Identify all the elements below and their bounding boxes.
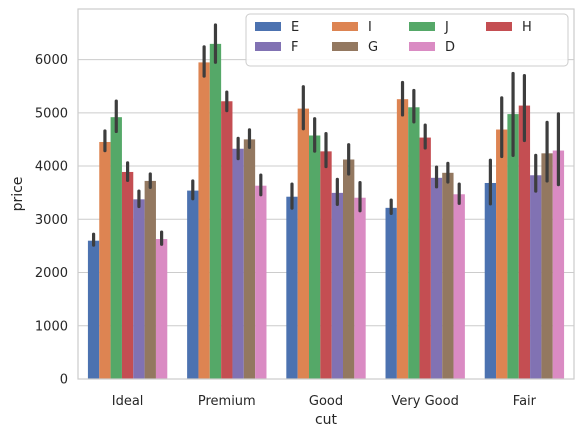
bar	[507, 114, 519, 380]
bar	[133, 199, 145, 379]
legend-label: G	[368, 40, 378, 55]
y-tick-label: 3000	[35, 213, 68, 228]
error-bars	[91, 23, 561, 247]
y-tick-label: 6000	[35, 53, 68, 68]
bar	[99, 141, 111, 379]
legend-swatch	[332, 42, 358, 51]
bar	[243, 139, 256, 379]
bar	[552, 150, 565, 379]
x-tick-label: Very Good	[392, 394, 459, 409]
x-tick-label: Ideal	[112, 394, 144, 409]
y-tick-label: 5000	[35, 106, 68, 121]
bar	[155, 239, 168, 379]
legend-swatch	[409, 42, 435, 51]
bar	[286, 196, 298, 379]
y-tick-label: 2000	[35, 266, 68, 281]
bar	[430, 177, 443, 379]
legend-label: J	[444, 20, 449, 35]
bar	[198, 62, 210, 379]
bar	[221, 101, 233, 379]
bar	[144, 180, 156, 379]
y-axis-title: price	[10, 177, 26, 212]
x-tick-label: Fair	[513, 394, 537, 409]
x-tick-labels: Ideal Premium Good Very Good Fair	[112, 394, 537, 409]
bar	[121, 171, 134, 379]
legend-label: E	[291, 20, 299, 35]
plot-frame	[77, 8, 575, 380]
x-tick-label: Good	[309, 394, 343, 409]
bar	[442, 172, 454, 379]
bar	[541, 153, 553, 379]
bar	[308, 135, 321, 379]
bar	[453, 194, 465, 379]
bar	[209, 43, 222, 379]
bar	[232, 148, 244, 379]
bar	[385, 207, 397, 379]
legend-label: F	[291, 40, 298, 55]
legend: E I J H F G D	[245, 13, 569, 67]
bar	[496, 129, 508, 379]
x-tick-label: Premium	[198, 394, 256, 409]
x-axis-title: cut	[315, 412, 338, 428]
legend-label: H	[522, 20, 532, 35]
bars	[87, 43, 565, 380]
legend-swatch	[255, 22, 281, 31]
bar	[255, 185, 267, 379]
bar	[331, 192, 344, 379]
bar	[530, 175, 542, 379]
y-tick-label: 0	[60, 373, 68, 388]
bar	[419, 137, 431, 379]
y-tick-labels: 0 1000 2000 3000 4000 5000 6000	[35, 53, 68, 387]
bar	[408, 107, 420, 380]
legend-swatch	[486, 22, 512, 31]
bar	[320, 151, 332, 379]
bar	[484, 182, 497, 379]
bar	[87, 240, 100, 379]
bar	[518, 105, 531, 379]
legend-swatch	[332, 22, 358, 31]
bar	[354, 197, 366, 379]
bar	[110, 117, 122, 380]
y-tick-label: 1000	[35, 319, 68, 334]
legend-label: I	[368, 20, 372, 35]
bar	[396, 99, 409, 379]
y-tick-label: 4000	[35, 160, 68, 175]
legend-swatch	[409, 22, 435, 31]
bar	[297, 108, 309, 380]
bar	[187, 190, 199, 379]
legend-swatch	[255, 42, 281, 51]
legend-label: D	[445, 40, 455, 55]
bar	[343, 159, 355, 379]
